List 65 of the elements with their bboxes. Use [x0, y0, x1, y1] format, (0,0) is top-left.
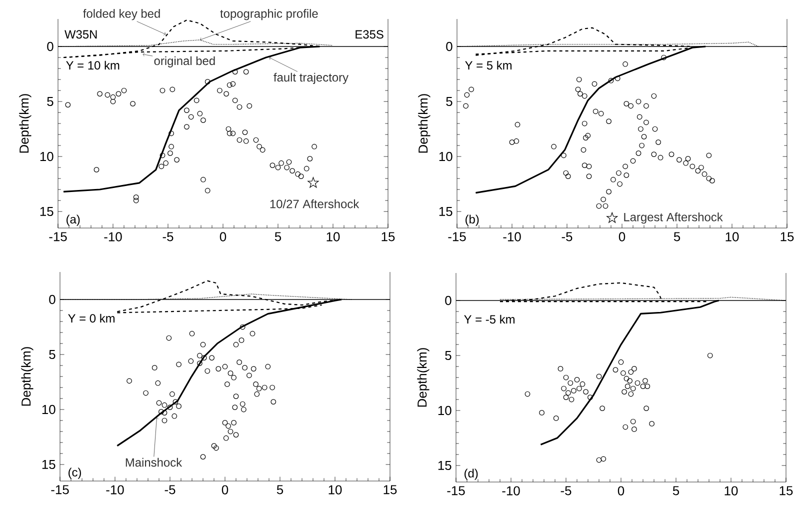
- x-tick-label: -15: [448, 232, 466, 242]
- x-tick-label: 10: [326, 232, 340, 242]
- y-tick-label: 10: [40, 152, 54, 162]
- y-tick-label: 10: [42, 404, 56, 414]
- y-axis-title: Depth(km): [21, 347, 34, 406]
- x-tick-label: 10: [726, 232, 739, 242]
- x-tick-label: -5: [162, 232, 174, 242]
- annotation: Mainshock: [126, 458, 182, 467]
- x-tick-label: 5: [674, 232, 680, 242]
- annotation: Y = 5 km: [465, 60, 512, 70]
- x-tick-label: -10: [106, 485, 124, 494]
- y-axis-title: Depth(km): [19, 94, 32, 153]
- x-tick-label: -5: [562, 232, 572, 242]
- x-tick-label: 15: [382, 232, 395, 242]
- annotation: folded key bed: [83, 9, 160, 20]
- x-tick-label: -10: [104, 232, 122, 242]
- y-tick-label: 0: [445, 296, 452, 306]
- y-tick-label: 5: [47, 96, 54, 106]
- x-tick-label: 0: [618, 486, 624, 496]
- y-tick-label: 15: [42, 460, 56, 470]
- x-tick-label: 0: [220, 232, 226, 242]
- y-tick-label: 5: [445, 350, 452, 360]
- x-tick-label: 5: [276, 485, 284, 494]
- x-tick-label: 15: [780, 486, 793, 496]
- x-tick-label: 10: [724, 486, 738, 496]
- x-tick-label: 5: [672, 486, 680, 496]
- annotation: Y = 10 km: [66, 60, 120, 70]
- annotation: Y = 0 km: [68, 314, 115, 323]
- x-tick-label: -5: [164, 485, 176, 494]
- x-tick-label: 0: [222, 485, 228, 494]
- x-tick-label: -15: [447, 486, 465, 496]
- y-tick-label: 0: [47, 42, 54, 52]
- x-tick-label: 15: [780, 232, 794, 242]
- annotation: W35N: [64, 30, 97, 39]
- y-tick-label: 5: [446, 96, 452, 106]
- y-tick-label: 10: [438, 406, 452, 416]
- x-tick-label: 5: [274, 232, 282, 242]
- y-axis-title: Depth(km): [418, 94, 430, 153]
- y-tick-label: 0: [446, 42, 452, 52]
- y-tick-label: 15: [40, 206, 54, 216]
- annotation: (c): [68, 468, 81, 479]
- y-tick-label: 5: [49, 350, 56, 360]
- x-tick-label: 15: [384, 485, 397, 494]
- annotation: topographic profile: [220, 9, 318, 20]
- annotation: original bed: [154, 56, 215, 68]
- y-tick-label: 15: [438, 460, 452, 470]
- x-tick-label: -10: [502, 486, 520, 496]
- x-tick-label: -5: [560, 486, 572, 496]
- x-tick-label: 0: [618, 232, 626, 242]
- x-tick-label: -15: [49, 232, 67, 242]
- annotation: (a): [66, 214, 80, 226]
- x-tick-label: -10: [503, 232, 521, 242]
- y-axis-title: Depth(km): [417, 348, 430, 407]
- annotation: (b): [466, 214, 479, 226]
- annotation: (d): [464, 468, 478, 480]
- annotation: E35S: [356, 30, 384, 39]
- annotation: 10/27 Aftershock: [270, 199, 360, 208]
- annotation: Largest Aftershock: [624, 212, 723, 224]
- y-tick-label: 15: [439, 206, 452, 216]
- x-tick-label: -15: [51, 485, 69, 494]
- y-tick-label: 10: [439, 152, 452, 162]
- y-tick-label: 0: [49, 294, 56, 304]
- annotation: Y = -5 km: [464, 314, 514, 324]
- annotation: fault trajectory: [274, 72, 348, 84]
- x-tick-label: 10: [328, 485, 342, 494]
